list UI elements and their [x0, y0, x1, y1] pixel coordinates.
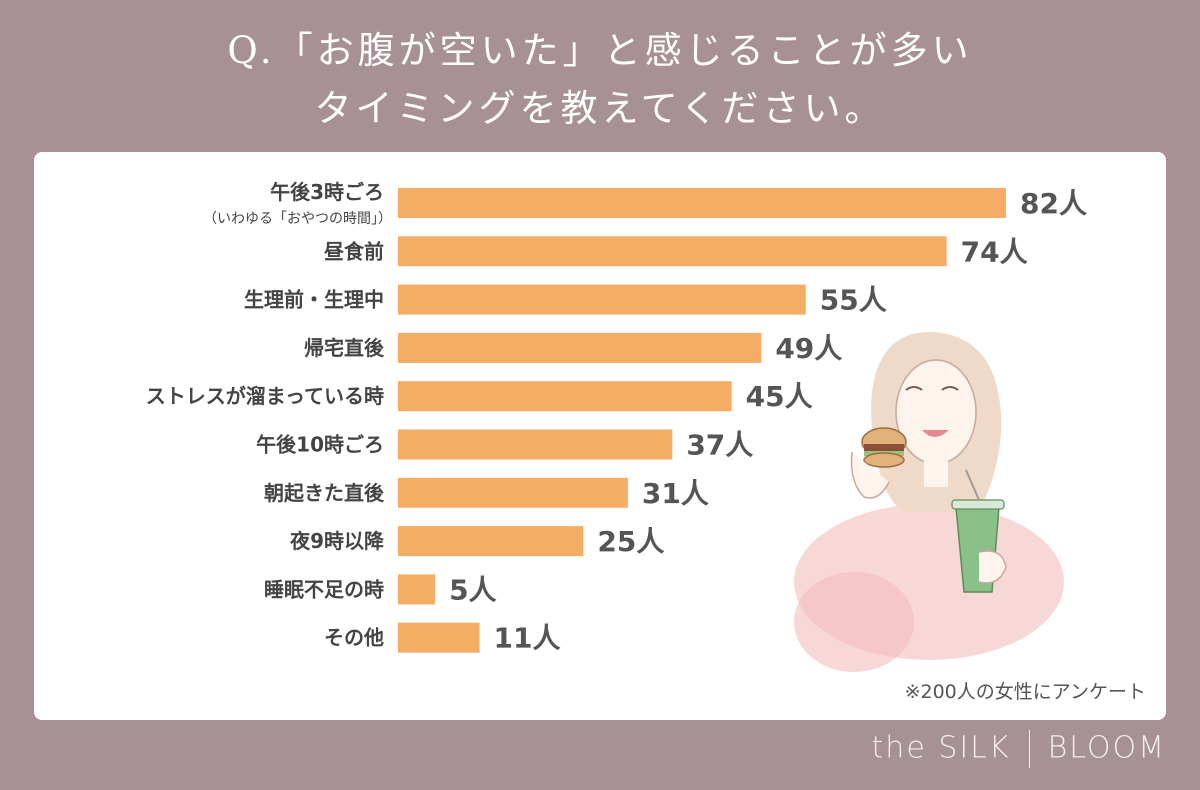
category-label-9: その他	[324, 626, 384, 650]
value-label-4: 45人	[746, 380, 813, 413]
category-label-3: 帰宅直後	[304, 336, 385, 360]
bar-3	[398, 332, 762, 363]
bar-8	[398, 574, 436, 605]
category-label-5: 午後10時ごろ	[256, 433, 384, 457]
category-label-0: 午後3時ごろ	[270, 180, 384, 204]
title-line-1: Q.「お腹が空いた」と感じることが多い	[227, 29, 973, 72]
bar-7	[398, 526, 584, 557]
chart-card: 午後3時ごろ （いわゆる「おやつの時間」） 82人昼食前 74人生理前・生理中 55人帰…	[34, 152, 1166, 720]
title-line-2: タイミングを教えてください。	[314, 87, 886, 130]
brand-logo: the SILK BLOOM	[872, 730, 1166, 768]
page-title: Q.「お腹が空いた」と感じることが多い タイミングを教えてください。	[0, 22, 1200, 138]
bar-4	[398, 381, 732, 412]
brand-right: BLOOM	[1047, 730, 1166, 766]
value-label-0: 82人	[1020, 187, 1087, 220]
value-label-6: 31人	[642, 477, 709, 510]
category-sublabel-0: （いわゆる「おやつの時間」）	[203, 211, 392, 227]
value-label-5: 37人	[686, 429, 753, 462]
bar-0	[398, 188, 1006, 218]
bar-2	[398, 284, 806, 315]
category-label-2: 生理前・生理中	[244, 288, 384, 312]
survey-footnote: ※200人の女性にアンケート	[904, 681, 1146, 703]
category-label-8: 睡眠不足の時	[264, 577, 384, 601]
bar-1	[398, 236, 947, 267]
category-label-7: 夜9時以降	[289, 529, 385, 553]
value-label-3: 49人	[775, 332, 842, 365]
category-label-4: ストレスが溜まっている時	[146, 384, 384, 408]
value-label-2: 55人	[820, 284, 887, 317]
woman-eating-burger-illustration	[794, 332, 1064, 672]
brand-left: the SILK	[871, 730, 1011, 766]
bar-6	[398, 477, 628, 508]
category-label-1: 昼食前	[324, 239, 384, 263]
value-label-7: 25人	[597, 525, 664, 558]
bar-5	[398, 429, 673, 460]
value-label-9: 11人	[494, 622, 561, 655]
bar-9	[398, 622, 480, 653]
brand-divider	[1028, 730, 1030, 768]
category-label-6: 朝起きた直後	[264, 481, 385, 505]
value-label-1: 74人	[961, 235, 1028, 268]
value-label-8: 5人	[449, 573, 496, 606]
